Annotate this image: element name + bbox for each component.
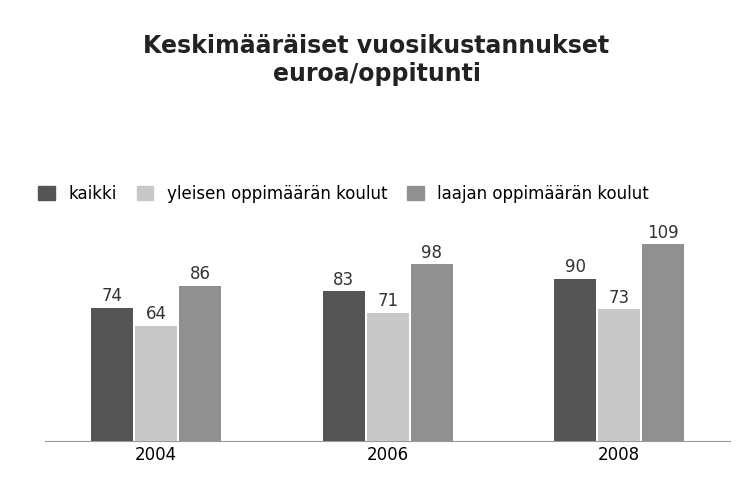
- Text: 109: 109: [648, 224, 679, 242]
- Bar: [136, 325, 177, 441]
- Text: 86: 86: [190, 265, 211, 283]
- Text: 90: 90: [565, 258, 586, 276]
- Text: 83: 83: [334, 270, 355, 289]
- Bar: [554, 279, 596, 441]
- Legend: kaikki, yleisen oppimäärän koulut, laajan oppimäärän koulut: kaikki, yleisen oppimäärän koulut, laaja…: [38, 185, 649, 203]
- Text: 98: 98: [421, 244, 442, 262]
- Text: 74: 74: [102, 287, 123, 305]
- Bar: [179, 286, 221, 441]
- Bar: [367, 313, 409, 441]
- Text: 71: 71: [377, 292, 398, 310]
- Bar: [323, 292, 364, 441]
- Bar: [599, 309, 640, 441]
- Text: Keskimääräiset vuosikustannukset
euroa/oppitunti: Keskimääräiset vuosikustannukset euroa/o…: [143, 34, 610, 86]
- Bar: [91, 308, 133, 441]
- Text: 64: 64: [146, 305, 167, 323]
- Text: 73: 73: [608, 289, 630, 307]
- Bar: [642, 245, 684, 441]
- Bar: [411, 264, 453, 441]
